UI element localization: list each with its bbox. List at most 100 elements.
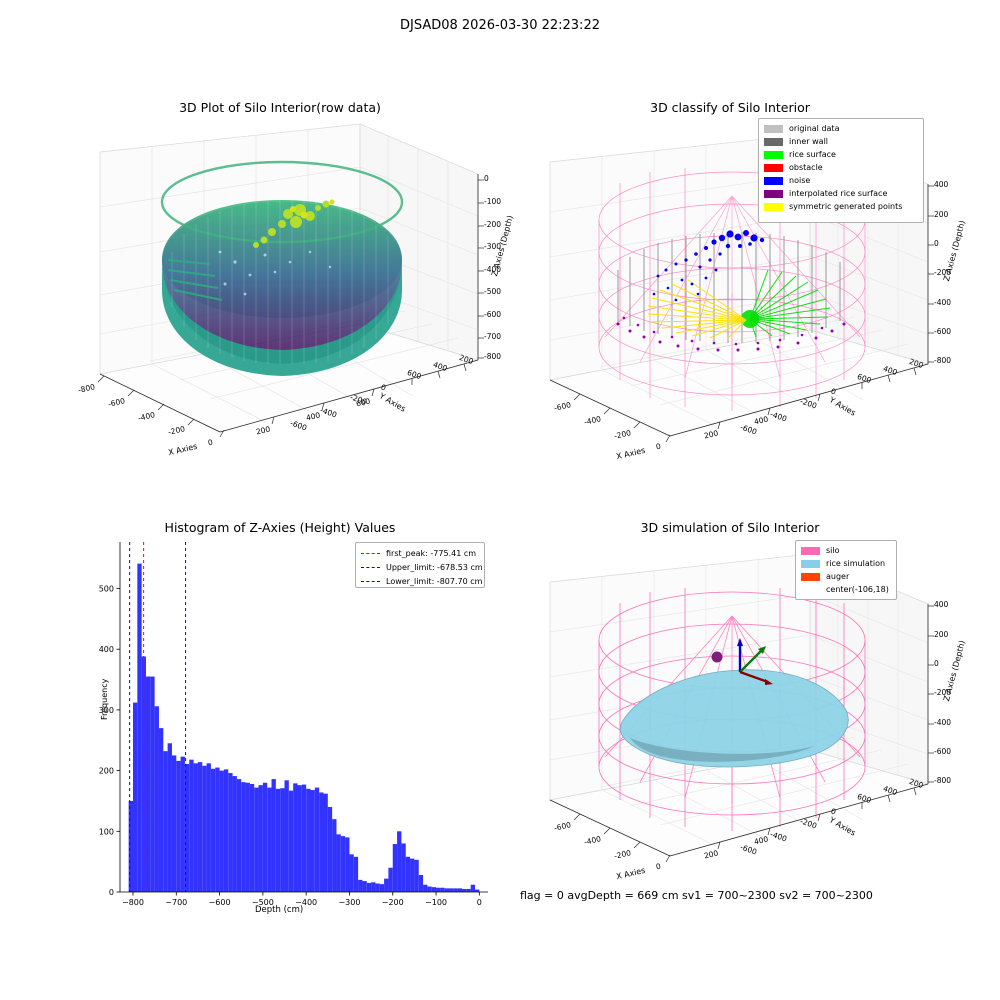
histogram-bar [128,800,133,892]
raw3d-ztick-3: -300 [484,242,502,251]
legend-label-center: center(-106,18) [826,585,889,594]
classify-legend[interactable]: original data inner wall rice surface ob… [758,118,924,223]
legend-label: Lower_limit: -807.70 cm [386,576,483,586]
histogram-bar [206,763,211,892]
raw3d-ztick-6: -600 [484,310,502,319]
legend-swatch-interpolated-rice-surface [764,189,783,198]
panel-3d-simulation-plot [548,553,934,863]
histogram-bar [262,782,268,892]
histogram-bar [366,882,372,892]
panel-3d-classify-plot [548,133,934,443]
legend-item[interactable]: auger [801,570,891,583]
legend-label: auger [826,572,850,581]
legend-item[interactable]: rice simulation [801,557,891,570]
x-tick-label: −100 [425,898,447,907]
classify-ztick-1: 200 [934,210,949,219]
sim-ztick-6: -800 [934,776,952,785]
sim-ztick-1: 200 [934,630,949,639]
x-tick-label: −500 [252,898,274,907]
legend-item[interactable]: original data [764,122,918,135]
legend-swatch-rice-simulation [801,559,820,568]
panel-histogram: Histogram of Z-Axies (Height) Values 0 10… [60,520,500,920]
legend-label: Upper_limit: -678.53 cm [386,562,483,572]
histogram-bar [180,756,185,892]
y-tick-label: 100 [99,827,114,836]
histogram-bar [301,784,307,892]
legend-label: first_peak: -775.41 cm [386,548,477,558]
legend-item[interactable]: obstacle [764,161,918,174]
histogram-bar [280,788,285,892]
histogram-bar [197,762,203,892]
legend-label: obstacle [789,163,823,172]
histogram-bar [210,768,216,892]
legend-swatch-symmetric-generated-points [764,202,783,211]
raw3d-ztick-8: -800 [484,352,502,361]
histogram-bar [306,788,311,892]
histogram-bar [310,790,315,892]
histogram-bar [176,760,181,892]
raw3d-ztick-1: -100 [484,197,502,206]
histogram-bar [202,765,207,892]
sim-ztick-2: 0 [934,659,939,668]
histogram-bar [184,763,190,892]
histogram-bar [150,676,155,892]
histogram-bar [379,884,385,892]
histogram-plot: 0 100 200 300 400 500 −800 −700 −600 −500 −400 −300… [99,542,488,907]
histogram-bar [332,819,337,892]
histogram-bar [223,769,229,892]
y-tick-label: 200 [99,767,114,776]
histogram-bar [327,807,333,892]
histogram-bar [375,883,380,892]
histogram-bar [462,888,467,892]
histogram-bar [314,787,320,892]
histogram-bar [444,888,450,892]
histogram-bar [345,837,350,892]
legend-item[interactable]: first_peak: -775.41 cm [361,546,479,560]
histogram-bar [271,779,276,892]
classify-ztick-6: -800 [934,356,952,365]
classify-ztick-3: -200 [934,268,952,277]
legend-item[interactable]: interpolated rice surface [764,187,918,200]
histogram-bar [405,856,411,892]
histogram-bar [232,776,237,892]
figure-suptitle: DJSAD08 2026-03-30 22:23:22 [400,18,600,33]
panel-histogram-title: Histogram of Z-Axies (Height) Values [164,520,396,535]
classify-ztick-2: 0 [934,239,939,248]
y-tick-label: 300 [99,706,114,715]
x-tick-label: −700 [165,898,187,907]
y-tick-label: 0 [109,888,114,897]
y-tick-label: 500 [99,584,114,593]
histogram-bar [358,879,363,892]
histogram-bar [392,844,398,892]
legend-item[interactable]: noise [764,174,918,187]
histogram-bar [245,782,250,892]
x-tick-label: −200 [382,898,404,907]
legend-item[interactable]: Lower_limit: -807.70 cm [361,574,483,588]
histogram-bar [158,728,164,892]
histogram-legend[interactable]: first_peak: -775.41 cm Upper_limit: -678… [355,542,485,588]
legend-line-lower-limit [361,580,380,582]
simulation-legend[interactable]: silo rice simulation auger center(-106,1… [795,540,897,600]
histogram-bar [293,783,298,892]
legend-label: rice simulation [826,559,886,568]
raw3d-ztick-7: -700 [484,332,502,341]
histogram-bar [353,856,359,892]
x-tick-label: −400 [295,898,317,907]
x-tick-label: −300 [338,898,360,907]
histogram-bar [228,773,233,892]
histogram-bar [219,770,224,892]
legend-item[interactable]: inner wall [764,135,918,148]
legend-item[interactable]: silo [801,544,891,557]
legend-swatch-inner-wall [764,137,783,146]
histogram-bar [254,787,259,892]
rice-simulation-surface [620,669,849,768]
raw3d-ztick-5: -500 [484,287,502,296]
sim-ztick-4: -400 [934,718,952,727]
legend-item[interactable]: symmetric generated points [764,200,918,213]
classify-ztick-4: -400 [934,298,952,307]
x-tick-label: −800 [122,898,144,907]
legend-item[interactable]: Upper_limit: -678.53 cm [361,560,483,574]
legend-item[interactable]: rice surface [764,148,918,161]
histogram-bar [171,755,177,892]
histogram-bar [453,888,458,892]
